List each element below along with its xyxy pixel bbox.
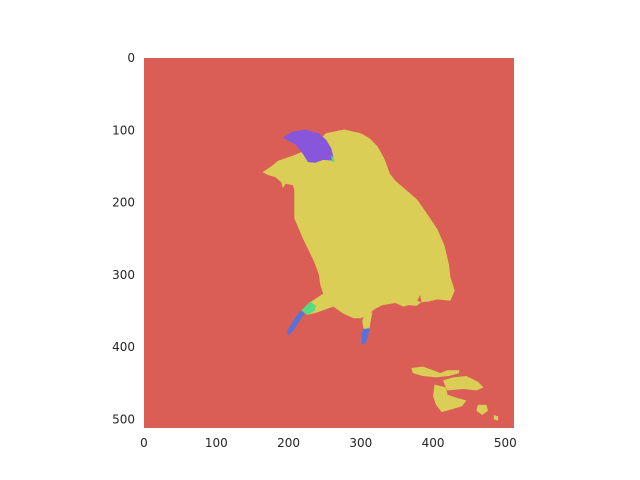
region-right-foot [361,328,370,345]
y-tick-label: 100 [112,123,135,137]
y-tick-label: 200 [112,196,135,210]
y-axis-ticks: 0 100 200 300 400 500 [112,51,135,426]
region-fragment-3 [433,384,467,413]
region-right-leg [362,312,373,330]
region-bird-body [262,129,455,319]
region-fragment-5 [493,415,499,421]
mask-regions [262,129,499,421]
region-fragment-1 [411,366,460,378]
x-tick-label: 500 [494,436,517,450]
y-tick-label: 500 [112,412,135,426]
region-head-edge [331,154,335,163]
x-tick-label: 400 [422,436,445,450]
region-fragment-4 [476,404,488,415]
y-tick-label: 400 [112,340,135,354]
region-left-foot [287,310,305,336]
region-left-leg-edge [301,301,316,316]
x-tick-label: 300 [349,436,372,450]
x-tick-label: 200 [277,436,300,450]
y-tick-label: 300 [112,268,135,282]
y-tick-label: 0 [127,51,135,65]
x-tick-label: 0 [140,436,148,450]
region-fragment-2 [443,376,484,391]
region-gap-wing [417,295,422,303]
x-tick-label: 100 [205,436,228,450]
plot-area [144,58,514,428]
region-head-patch [282,129,334,163]
x-axis-ticks: 0 100 200 300 400 500 [140,436,517,450]
